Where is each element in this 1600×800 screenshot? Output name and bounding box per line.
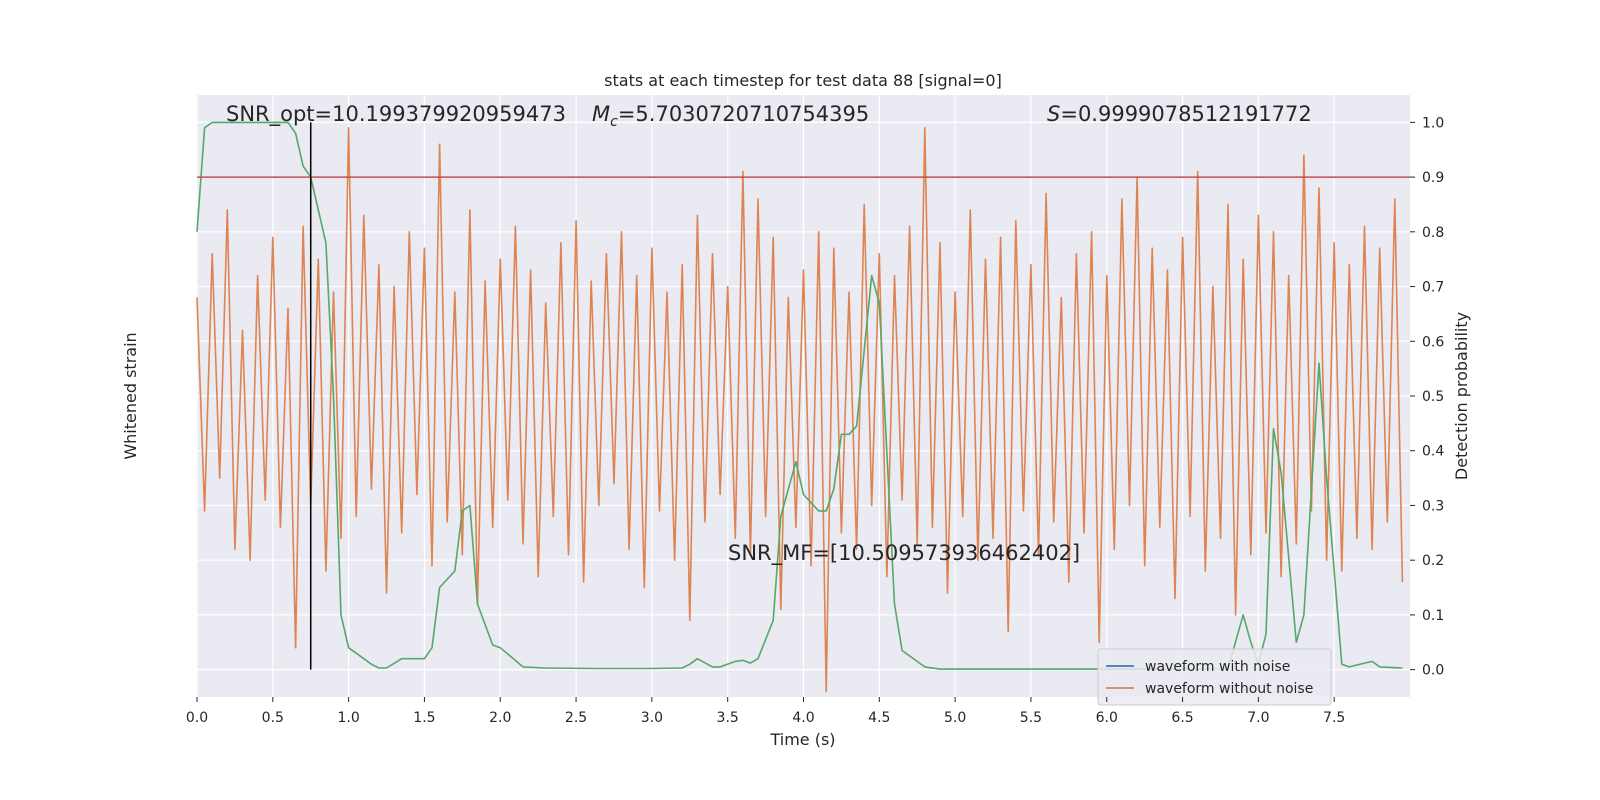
annotation-symbol: M (592, 102, 610, 126)
x-tick-label: 3.5 (717, 710, 739, 726)
x-tick-label: 7.0 (1247, 710, 1269, 726)
y2-tick-label: 0.7 (1422, 280, 1444, 296)
x-tick-label: 3.0 (641, 710, 663, 726)
annotation: SNR_MF=[10.509573936462402] (728, 541, 1080, 566)
x-tick-label: 4.5 (868, 710, 890, 726)
series-line (196, 121, 1403, 670)
y2-tick-label: 0.8 (1422, 225, 1444, 241)
y2-tick-label: 0.5 (1422, 389, 1444, 405)
marks (196, 121, 1410, 693)
y2-tick-label: 0.4 (1422, 444, 1444, 460)
x-tick-label: 1.0 (337, 710, 359, 726)
annotation: SNR_opt=10.199379920959473 (226, 102, 566, 127)
x-tick-label: 2.0 (489, 710, 511, 726)
series-line (196, 127, 1404, 693)
x-tick-label: 6.0 (1096, 710, 1118, 726)
x-tick-label: 7.5 (1323, 710, 1345, 726)
x-tick-label: 4.0 (792, 710, 814, 726)
x-tick-label: 6.5 (1171, 710, 1193, 726)
y2-tick-label: 0.1 (1422, 608, 1444, 624)
annotation: S=0.9999078512191772 (1047, 102, 1312, 126)
y2-tick-label: 0.2 (1422, 553, 1444, 569)
annotation: Mc=5.7030720710754395 (592, 102, 869, 130)
x-tick-label: 0.5 (262, 710, 284, 726)
x-tick-label: 2.5 (565, 710, 587, 726)
y2-tick-label: 0.6 (1422, 334, 1444, 350)
x-tick-label: 1.5 (413, 710, 435, 726)
annotation-text: =0.9999078512191772 (1060, 102, 1311, 126)
legend-box (1097, 648, 1332, 706)
x-tick-label: 5.5 (1020, 710, 1042, 726)
chart-title: stats at each timestep for test data 88 … (604, 71, 1002, 90)
y2-tick-label: 0.0 (1422, 663, 1444, 679)
y2-tick-label: 0.3 (1422, 498, 1444, 514)
x-tick-label: 0.0 (186, 710, 208, 726)
legend-label: waveform without noise (1145, 681, 1313, 697)
y2-axis-label: Detection probability (1452, 312, 1471, 480)
y2-tick-label: 1.0 (1422, 115, 1444, 131)
annotation-symbol: S (1047, 102, 1060, 126)
y2-tick-label: 0.9 (1422, 170, 1444, 186)
y-axis-label: Whitened strain (121, 332, 140, 459)
x-axis-label: Time (s) (769, 730, 835, 749)
annotation-subscript: c (610, 114, 618, 130)
legend: waveform with noise waveform without nois… (1097, 648, 1332, 706)
x-tick-label: 5.0 (944, 710, 966, 726)
legend-label: waveform with noise (1145, 659, 1290, 675)
annotation-text: =5.7030720710754395 (618, 102, 869, 126)
